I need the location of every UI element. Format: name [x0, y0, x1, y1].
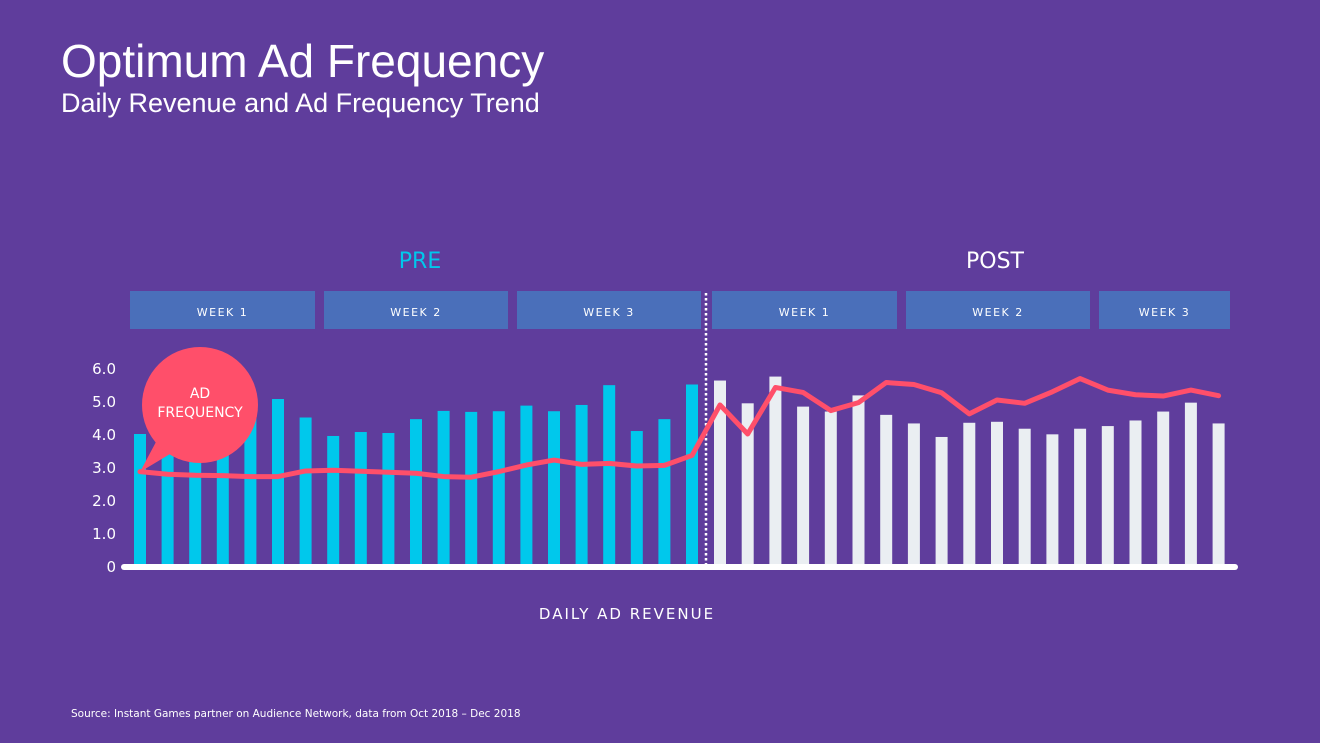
- y-tick-label: 2.0: [92, 492, 116, 510]
- pre-bar: [410, 419, 422, 566]
- x-axis-line: [121, 564, 1238, 570]
- week-box: [906, 291, 1090, 329]
- post-bar: [1046, 434, 1059, 566]
- post-bar: [1018, 428, 1031, 566]
- week-box: [517, 291, 701, 329]
- pre-bar: [299, 417, 312, 566]
- x-axis-label: DAILY AD REVENUE: [539, 605, 715, 623]
- post-bar: [1157, 411, 1170, 566]
- post-bar: [714, 380, 726, 566]
- y-tick-label: 0: [106, 558, 116, 576]
- post-bar: [963, 422, 976, 566]
- pre-bar: [327, 435, 340, 566]
- post-bar: [824, 411, 837, 566]
- callout-text-line1: AD: [190, 386, 210, 402]
- post-bar: [880, 414, 893, 566]
- pre-bar: [603, 385, 616, 566]
- post-bar: [741, 403, 754, 566]
- post-bar: [769, 376, 782, 566]
- post-bar: [907, 423, 920, 566]
- pre-bar: [575, 404, 588, 566]
- post-bar: [991, 421, 1003, 566]
- pre-bar: [630, 431, 643, 566]
- pre-bar: [189, 457, 202, 566]
- week-box: [1099, 291, 1230, 329]
- week-box: [712, 291, 897, 329]
- post-bar: [1212, 423, 1225, 566]
- page-title: Optimum Ad Frequency: [61, 35, 545, 87]
- y-tick-label: 6.0: [92, 360, 116, 378]
- pre-bar: [244, 417, 257, 566]
- pre-bar: [520, 405, 533, 566]
- week-label: WEEK 3: [583, 306, 635, 319]
- week-label: WEEK 2: [972, 306, 1024, 319]
- pre-bar: [686, 384, 698, 566]
- week-label: WEEK 2: [390, 306, 442, 319]
- week-box: [324, 291, 508, 329]
- week-label: WEEK 1: [779, 306, 831, 319]
- post-bar: [1184, 402, 1197, 566]
- week-label: WEEK 3: [1139, 306, 1191, 319]
- post-bar: [1074, 428, 1087, 566]
- source-note: Source: Instant Games partner on Audienc…: [71, 708, 521, 720]
- y-tick-label: 3.0: [92, 459, 116, 477]
- period-label-pre: PRE: [399, 249, 441, 274]
- callout-bubble: [142, 347, 258, 463]
- y-tick-label: 4.0: [92, 426, 116, 444]
- ad-frequency-line: [137, 376, 1222, 480]
- post-bar: [1129, 420, 1142, 566]
- post-bar: [1101, 426, 1114, 566]
- week-box: [130, 291, 315, 329]
- pre-bar: [272, 399, 284, 566]
- pre-bar: [382, 433, 395, 566]
- week-label: WEEK 1: [197, 306, 249, 319]
- y-tick-label: 1.0: [92, 525, 116, 543]
- period-label-post: POST: [966, 249, 1025, 274]
- pre-bar: [216, 447, 229, 566]
- y-tick-label: 5.0: [92, 393, 116, 411]
- pre-bar: [161, 450, 174, 566]
- page-subtitle: Daily Revenue and Ad Frequency Trend: [61, 88, 540, 118]
- pre-bar: [437, 410, 450, 566]
- pre-bar: [354, 432, 367, 566]
- pre-bar: [548, 411, 560, 566]
- ad-frequency-callout: AD FREQUENCY: [140, 347, 258, 472]
- pre-bar: [658, 419, 671, 566]
- pre-bar: [492, 411, 505, 566]
- post-bar: [852, 395, 865, 566]
- pre-bar: [465, 411, 478, 566]
- callout-text-line2: FREQUENCY: [157, 405, 243, 421]
- post-bar: [797, 406, 810, 566]
- post-bar: [935, 436, 948, 566]
- pre-bar: [134, 434, 146, 566]
